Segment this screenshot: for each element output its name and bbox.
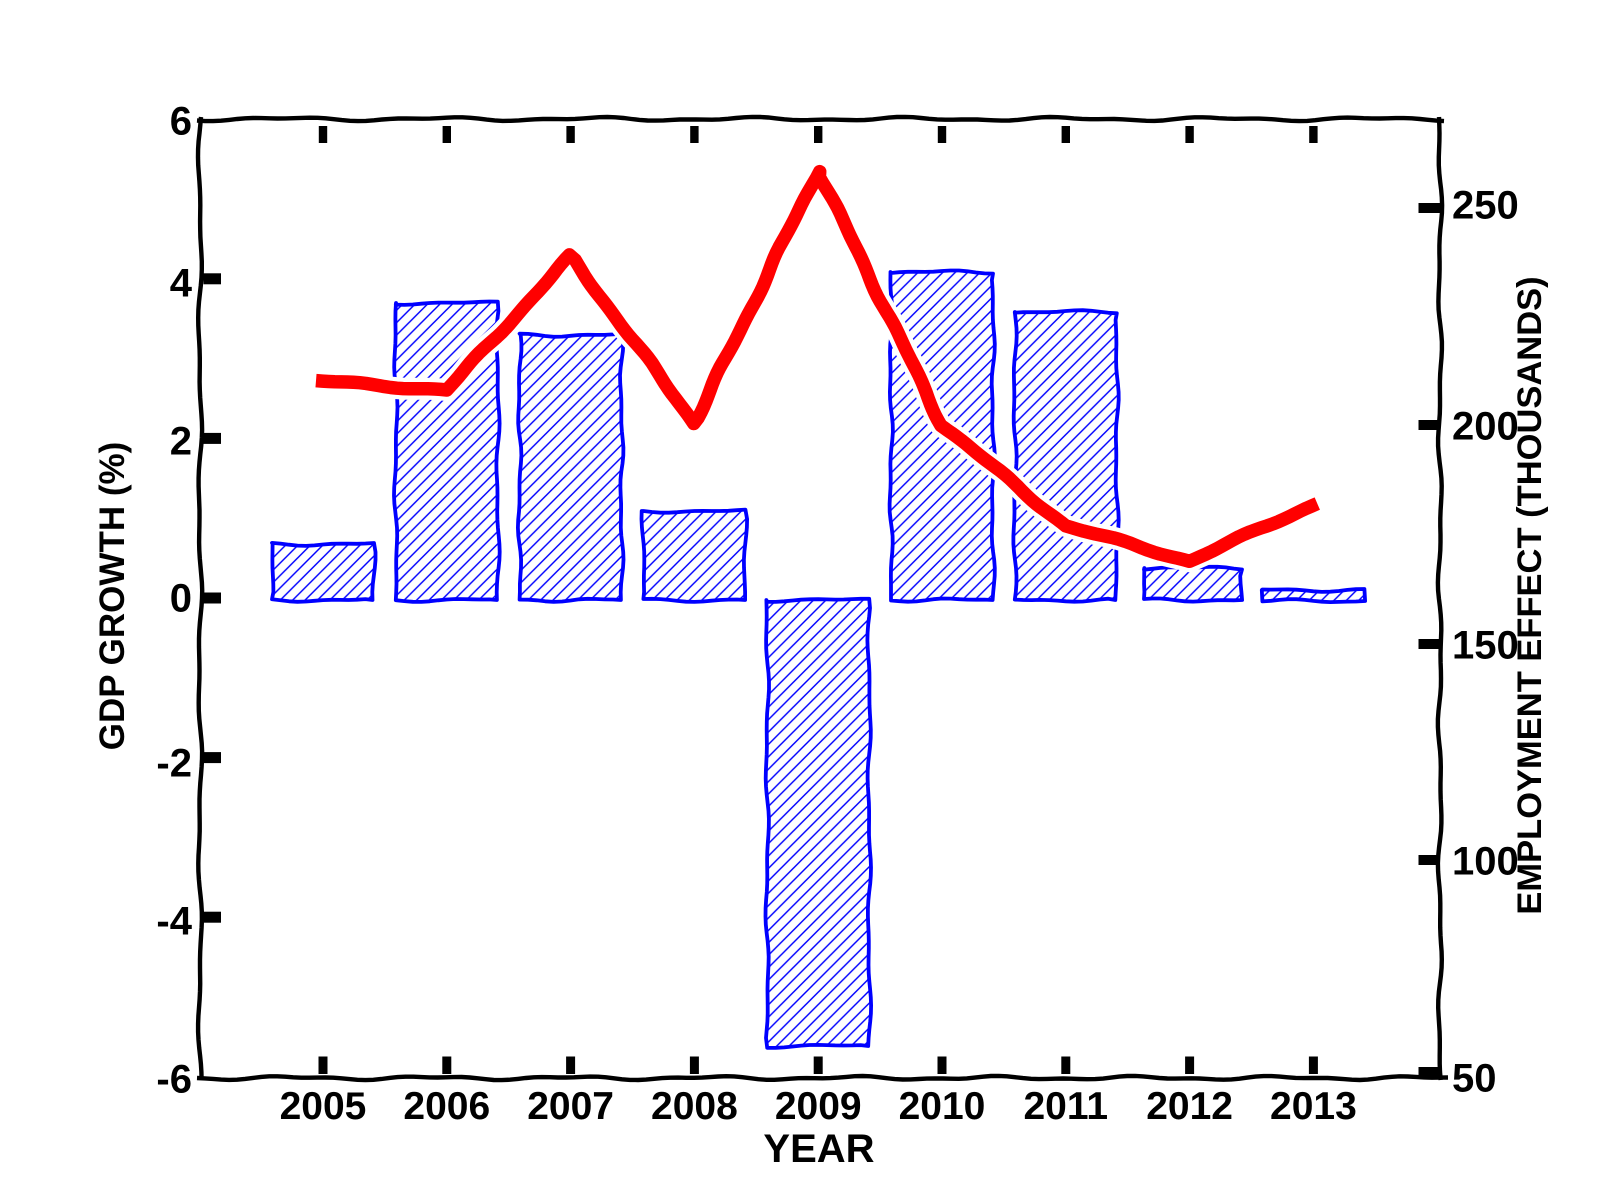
svg-text:2010: 2010 [899, 1085, 986, 1128]
svg-text:250: 250 [1452, 184, 1519, 228]
svg-text:150: 150 [1452, 624, 1519, 668]
svg-text:2009: 2009 [775, 1085, 862, 1128]
svg-text:2012: 2012 [1146, 1085, 1233, 1128]
svg-text:0: 0 [170, 577, 192, 621]
svg-text:GDP GROWTH (%): GDP GROWTH (%) [93, 442, 132, 751]
svg-text:100: 100 [1452, 840, 1519, 884]
svg-text:200: 200 [1452, 405, 1519, 449]
svg-text:YEAR: YEAR [763, 1127, 874, 1171]
svg-text:2011: 2011 [1023, 1085, 1108, 1128]
svg-text:2006: 2006 [403, 1085, 490, 1128]
svg-text:2007: 2007 [527, 1085, 614, 1128]
svg-text:-2: -2 [156, 742, 192, 786]
svg-text:EMPLOYMENT EFFECT (THOUSANDS): EMPLOYMENT EFFECT (THOUSANDS) [1511, 276, 1549, 914]
svg-text:6: 6 [170, 100, 192, 144]
svg-text:2005: 2005 [280, 1085, 367, 1128]
svg-text:2: 2 [170, 420, 192, 464]
svg-text:-4: -4 [156, 900, 192, 944]
svg-text:-6: -6 [156, 1058, 192, 1102]
svg-text:2013: 2013 [1270, 1085, 1357, 1128]
svg-text:2008: 2008 [651, 1085, 738, 1128]
svg-text:4: 4 [170, 262, 193, 306]
svg-text:50: 50 [1452, 1057, 1497, 1101]
